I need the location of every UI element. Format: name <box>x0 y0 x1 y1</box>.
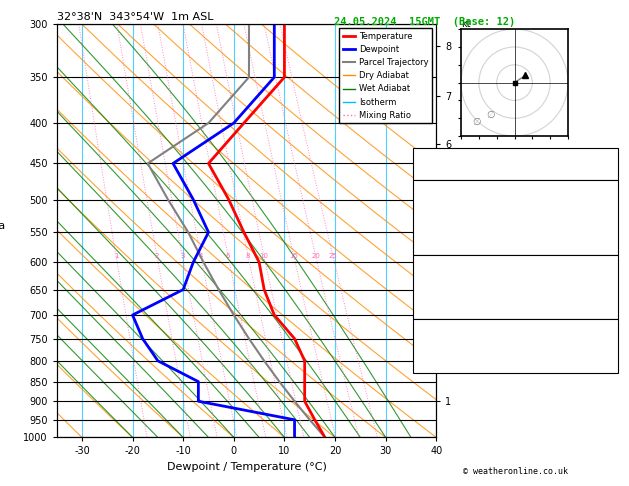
X-axis label: Dewpoint / Temperature (°C): Dewpoint / Temperature (°C) <box>167 462 326 472</box>
Text: Totals Totals: Totals Totals <box>416 162 486 171</box>
Text: 24.05.2024  15GMT  (Base: 12): 24.05.2024 15GMT (Base: 12) <box>334 17 515 27</box>
Text: 12: 12 <box>604 205 615 214</box>
Text: CIN (J): CIN (J) <box>416 312 454 321</box>
Text: 20: 20 <box>311 253 320 260</box>
Text: 18: 18 <box>604 194 615 203</box>
Text: © weatheronline.co.uk: © weatheronline.co.uk <box>464 467 568 476</box>
Text: Most Unstable: Most Unstable <box>481 258 550 267</box>
Text: Hodograph: Hodograph <box>491 322 540 331</box>
Text: 6: 6 <box>226 253 230 260</box>
Text: StmSpd (kt): StmSpd (kt) <box>416 365 476 374</box>
Text: CAPE (J): CAPE (J) <box>416 301 459 310</box>
Y-axis label: hPa: hPa <box>0 221 6 231</box>
Text: StmDir: StmDir <box>416 354 448 364</box>
Text: 5: 5 <box>609 365 615 374</box>
Text: Dewp (°C): Dewp (°C) <box>416 205 465 214</box>
Text: 0: 0 <box>609 312 615 321</box>
Text: $\varnothing$: $\varnothing$ <box>486 108 496 120</box>
Text: Surface: Surface <box>497 183 534 192</box>
Text: SREH: SREH <box>416 344 438 353</box>
Text: 313: 313 <box>598 279 615 289</box>
Text: EH: EH <box>416 333 427 342</box>
Text: 32°38'N  343°54'W  1m ASL: 32°38'N 343°54'W 1m ASL <box>57 12 213 22</box>
Text: Lifted Index: Lifted Index <box>416 226 481 235</box>
Text: -2: -2 <box>604 333 615 342</box>
Text: 0: 0 <box>609 237 615 246</box>
Text: -3: -3 <box>604 151 615 160</box>
Text: Pressure (mb): Pressure (mb) <box>416 269 486 278</box>
Text: 10: 10 <box>604 290 615 299</box>
Text: CIN (J): CIN (J) <box>416 247 454 257</box>
Text: 0: 0 <box>609 247 615 257</box>
Y-axis label: km
ASL: km ASL <box>464 231 482 252</box>
Text: 296°: 296° <box>593 354 615 364</box>
Text: PW (cm): PW (cm) <box>416 173 454 182</box>
Text: -5: -5 <box>604 344 615 353</box>
Text: 4: 4 <box>199 253 203 260</box>
Text: 0: 0 <box>609 301 615 310</box>
Text: 26: 26 <box>604 162 615 171</box>
Text: 15: 15 <box>289 253 298 260</box>
Text: $\varnothing$: $\varnothing$ <box>472 115 482 127</box>
Legend: Temperature, Dewpoint, Parcel Trajectory, Dry Adiabat, Wet Adiabat, Isotherm, Mi: Temperature, Dewpoint, Parcel Trajectory… <box>339 29 432 123</box>
Text: 25: 25 <box>329 253 337 260</box>
Text: 10: 10 <box>604 226 615 235</box>
Text: kt: kt <box>461 19 470 29</box>
Text: 1020: 1020 <box>593 269 615 278</box>
Text: θₑ (K): θₑ (K) <box>416 279 448 289</box>
Text: CAPE (J): CAPE (J) <box>416 237 459 246</box>
Text: θₑ(K): θₑ(K) <box>416 215 443 225</box>
Text: 313: 313 <box>598 215 615 225</box>
Text: 1: 1 <box>114 253 118 260</box>
Text: 2: 2 <box>155 253 159 260</box>
Text: K: K <box>416 151 422 160</box>
Text: 1.66: 1.66 <box>593 173 615 182</box>
Text: 8: 8 <box>246 253 250 260</box>
Text: 3: 3 <box>180 253 185 260</box>
Text: 10: 10 <box>260 253 269 260</box>
Text: Lifted Index: Lifted Index <box>416 290 481 299</box>
Text: Temp (°C): Temp (°C) <box>416 194 465 203</box>
